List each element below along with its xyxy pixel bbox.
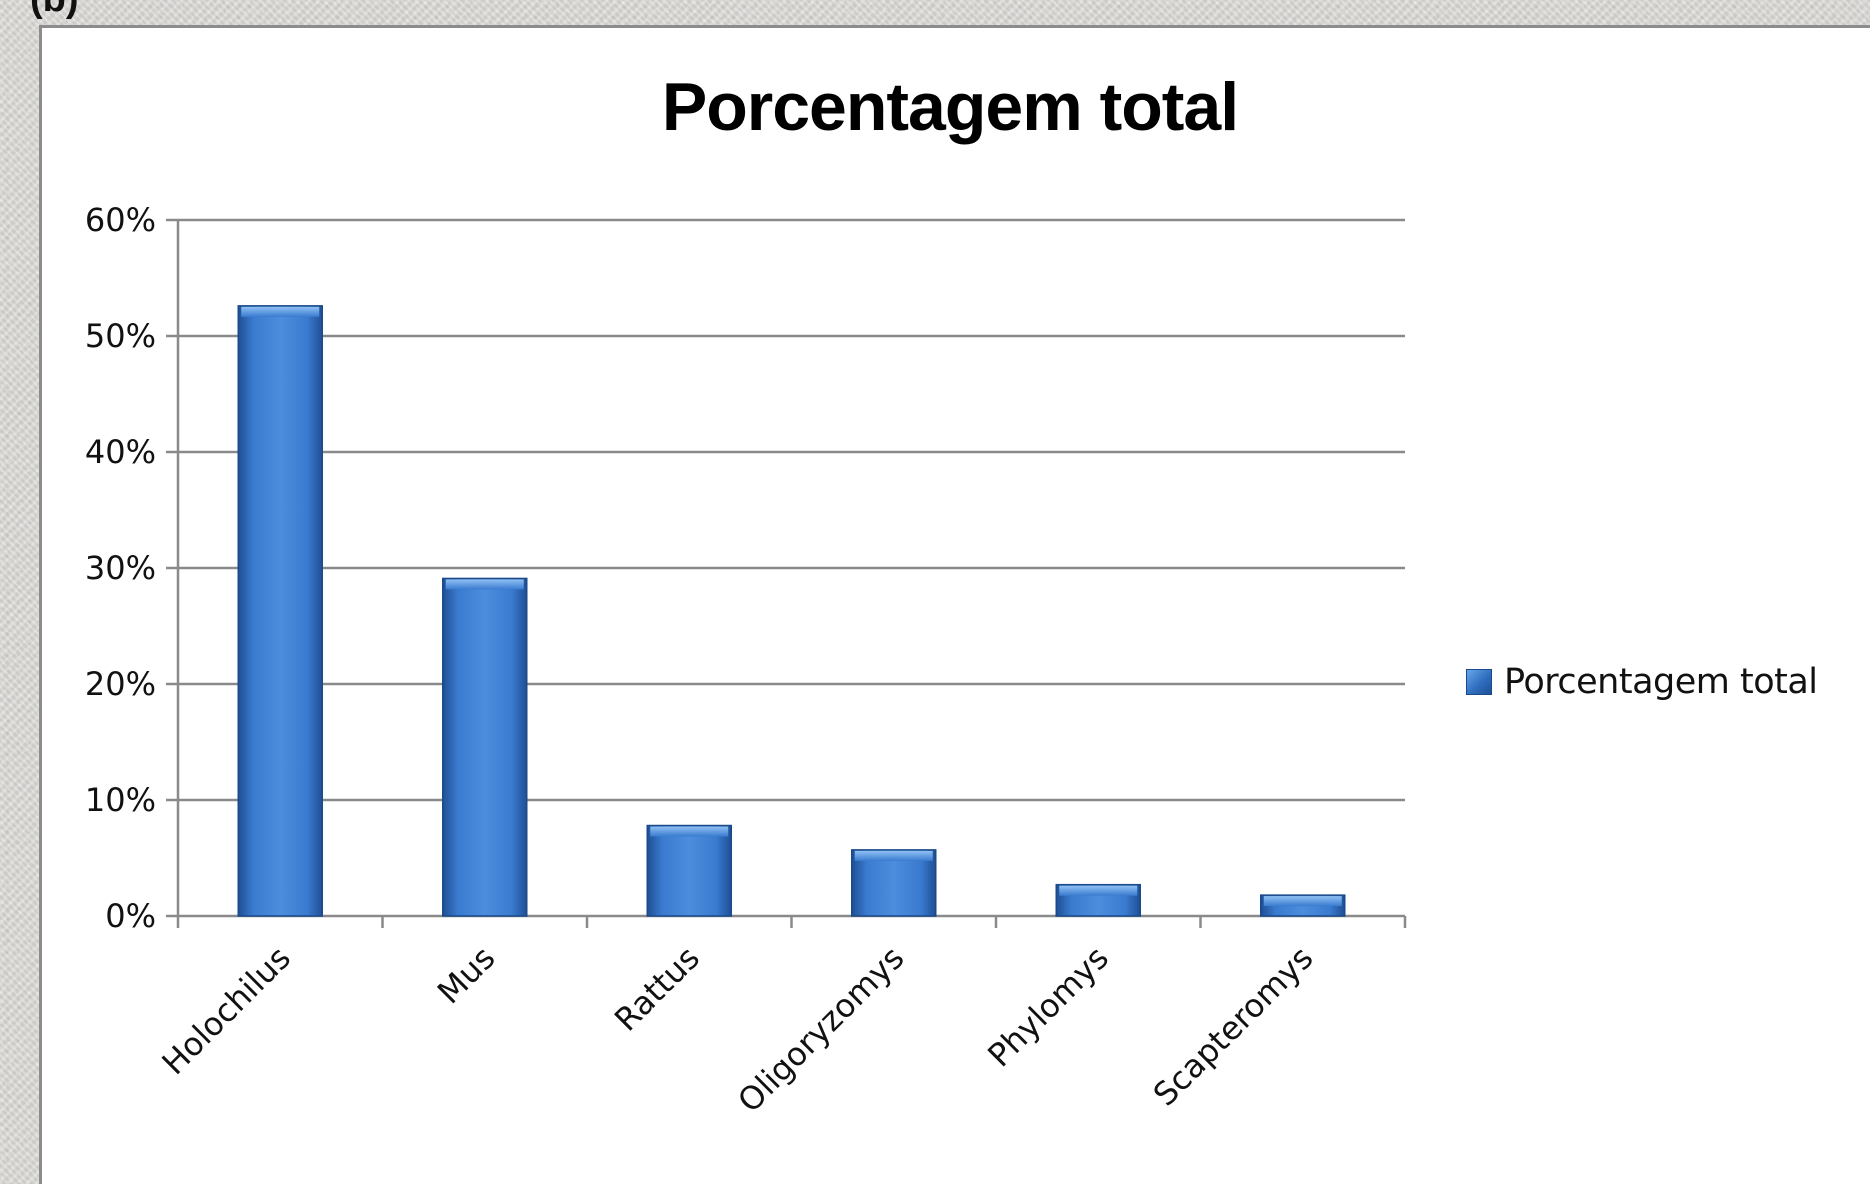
bar-mus [442,577,528,917]
bar-highlight [650,826,729,837]
gridlines [178,218,1405,802]
y-axis-tick-labels: 0% 10% 20% 30% 40% 50% 60% [85,201,156,935]
bar-oligoryzomys [851,849,937,917]
y-tick-label: 60% [85,201,156,239]
bar-highlight [1263,896,1342,907]
legend-label: Porcentagem total [1504,662,1818,702]
y-tick-label: 20% [85,665,156,703]
y-tick-label: 50% [85,317,156,355]
figure-caption: (b) [30,0,79,21]
x-axis-category-labels: Holochilus Mus Rattus Oligoryzomys Phylomys S… [155,939,1321,1120]
bar-rattus [646,824,732,917]
bar-highlight [445,579,524,590]
bar-highlight [241,306,320,317]
legend-swatch [1466,669,1492,695]
chart-frame [39,25,1870,1184]
x-category-label: Oligoryzomys [730,939,911,1120]
bar-highlight [1059,885,1138,896]
x-category-label: Phylomys [980,939,1116,1075]
legend: Porcentagem total [1466,662,1818,702]
y-tick-label: 40% [85,433,156,471]
x-category-label: Mus [430,939,503,1012]
x-category-label: Scapteromys [1146,939,1321,1114]
x-category-label: Holochilus [155,939,298,1082]
bars [237,305,1346,917]
bar-holochilus [237,305,323,917]
y-tick-label: 0% [105,897,156,935]
axes [166,218,1407,928]
y-tick-label: 30% [85,549,156,587]
y-tick-label: 10% [85,781,156,819]
x-category-label: Rattus [607,939,707,1039]
chart-title: Porcentagem total [661,69,1239,145]
bar-highlight [854,850,933,861]
